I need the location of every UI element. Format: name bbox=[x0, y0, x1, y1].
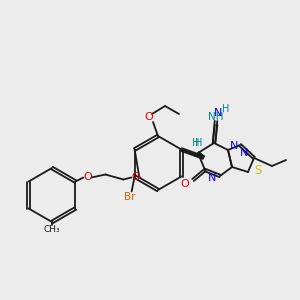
Text: O: O bbox=[83, 172, 92, 182]
Text: H: H bbox=[192, 139, 199, 148]
Text: O: O bbox=[181, 179, 189, 189]
Text: Br: Br bbox=[124, 191, 135, 202]
Text: H: H bbox=[222, 104, 230, 114]
Text: N: N bbox=[240, 148, 248, 158]
Text: O: O bbox=[131, 172, 140, 182]
Text: CH₃: CH₃ bbox=[44, 226, 60, 235]
Text: H: H bbox=[195, 139, 202, 148]
Text: N: N bbox=[230, 141, 238, 151]
Text: NH: NH bbox=[208, 112, 224, 122]
Text: imino: imino bbox=[216, 124, 220, 125]
Text: S: S bbox=[254, 164, 262, 176]
Text: N: N bbox=[208, 173, 216, 183]
Text: O: O bbox=[145, 112, 153, 122]
Text: N: N bbox=[214, 108, 222, 118]
